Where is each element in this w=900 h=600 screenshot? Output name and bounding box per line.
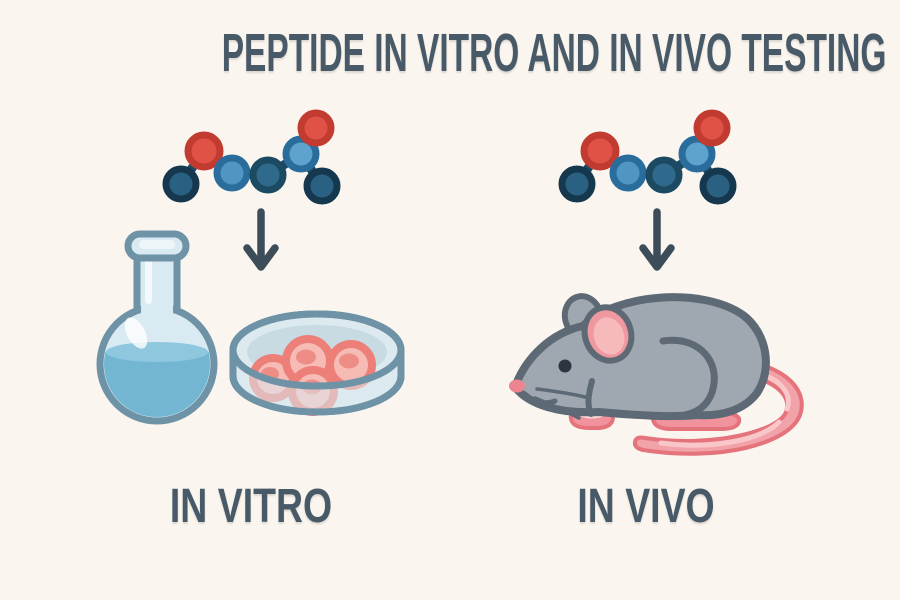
page-title-text: PEPTIDE IN VITRO AND IN VIVO TESTING [221, 23, 887, 83]
petri-outline [229, 310, 405, 416]
mouse-foreleg-line [585, 378, 595, 417]
down-arrow-left-icon [243, 208, 279, 271]
petri-front-rim [229, 346, 405, 390]
petri-dish-cells-icon [229, 310, 405, 416]
molecule-node [645, 156, 683, 194]
lab-mouse-icon [509, 293, 804, 456]
peptide-molecule-right-icon [558, 109, 737, 205]
label-in-vitro-text: IN VITRO [169, 480, 333, 533]
round-bottom-flask-icon [96, 230, 218, 425]
down-arrow-right-icon [639, 208, 675, 271]
mouse-tail [632, 359, 804, 456]
molecule-node [162, 165, 200, 203]
mouse-eye [558, 359, 572, 373]
flask-highlight [124, 317, 148, 349]
mouse-body [511, 293, 770, 421]
label-in-vitro: IN VITRO [101, 483, 401, 531]
molecule-node [184, 131, 224, 171]
molecule-node [249, 156, 287, 194]
down-arrow-shape [639, 208, 675, 271]
flask-neck-highlight [145, 256, 152, 304]
down-arrow-shape [243, 208, 279, 271]
molecule-node [213, 154, 251, 192]
molecule-node [693, 109, 731, 147]
petri-front-glass [233, 350, 401, 412]
mouse-whiskers [533, 387, 587, 420]
molecule-node [297, 109, 335, 147]
molecule-node [580, 131, 620, 171]
mouse-front-ear [581, 304, 635, 364]
label-in-vivo-text: IN VIVO [577, 480, 715, 533]
mouse-haunch-line [659, 336, 718, 419]
molecule-node [699, 167, 737, 205]
molecule-node [282, 135, 320, 173]
molecule-node [609, 154, 647, 192]
peptide-molecule-left-icon [162, 109, 341, 205]
page-title: PEPTIDE IN VITRO AND IN VIVO TESTING [18, 26, 900, 80]
flask-liquid [104, 342, 210, 417]
molecule-node [558, 165, 596, 203]
mouse-nose [509, 379, 525, 393]
molecule-node [678, 135, 716, 173]
molecule-node [303, 167, 341, 205]
flask-rim-slot [139, 240, 175, 249]
mouse-muzzle-line [522, 391, 558, 406]
label-in-vivo: IN VIVO [496, 483, 796, 531]
